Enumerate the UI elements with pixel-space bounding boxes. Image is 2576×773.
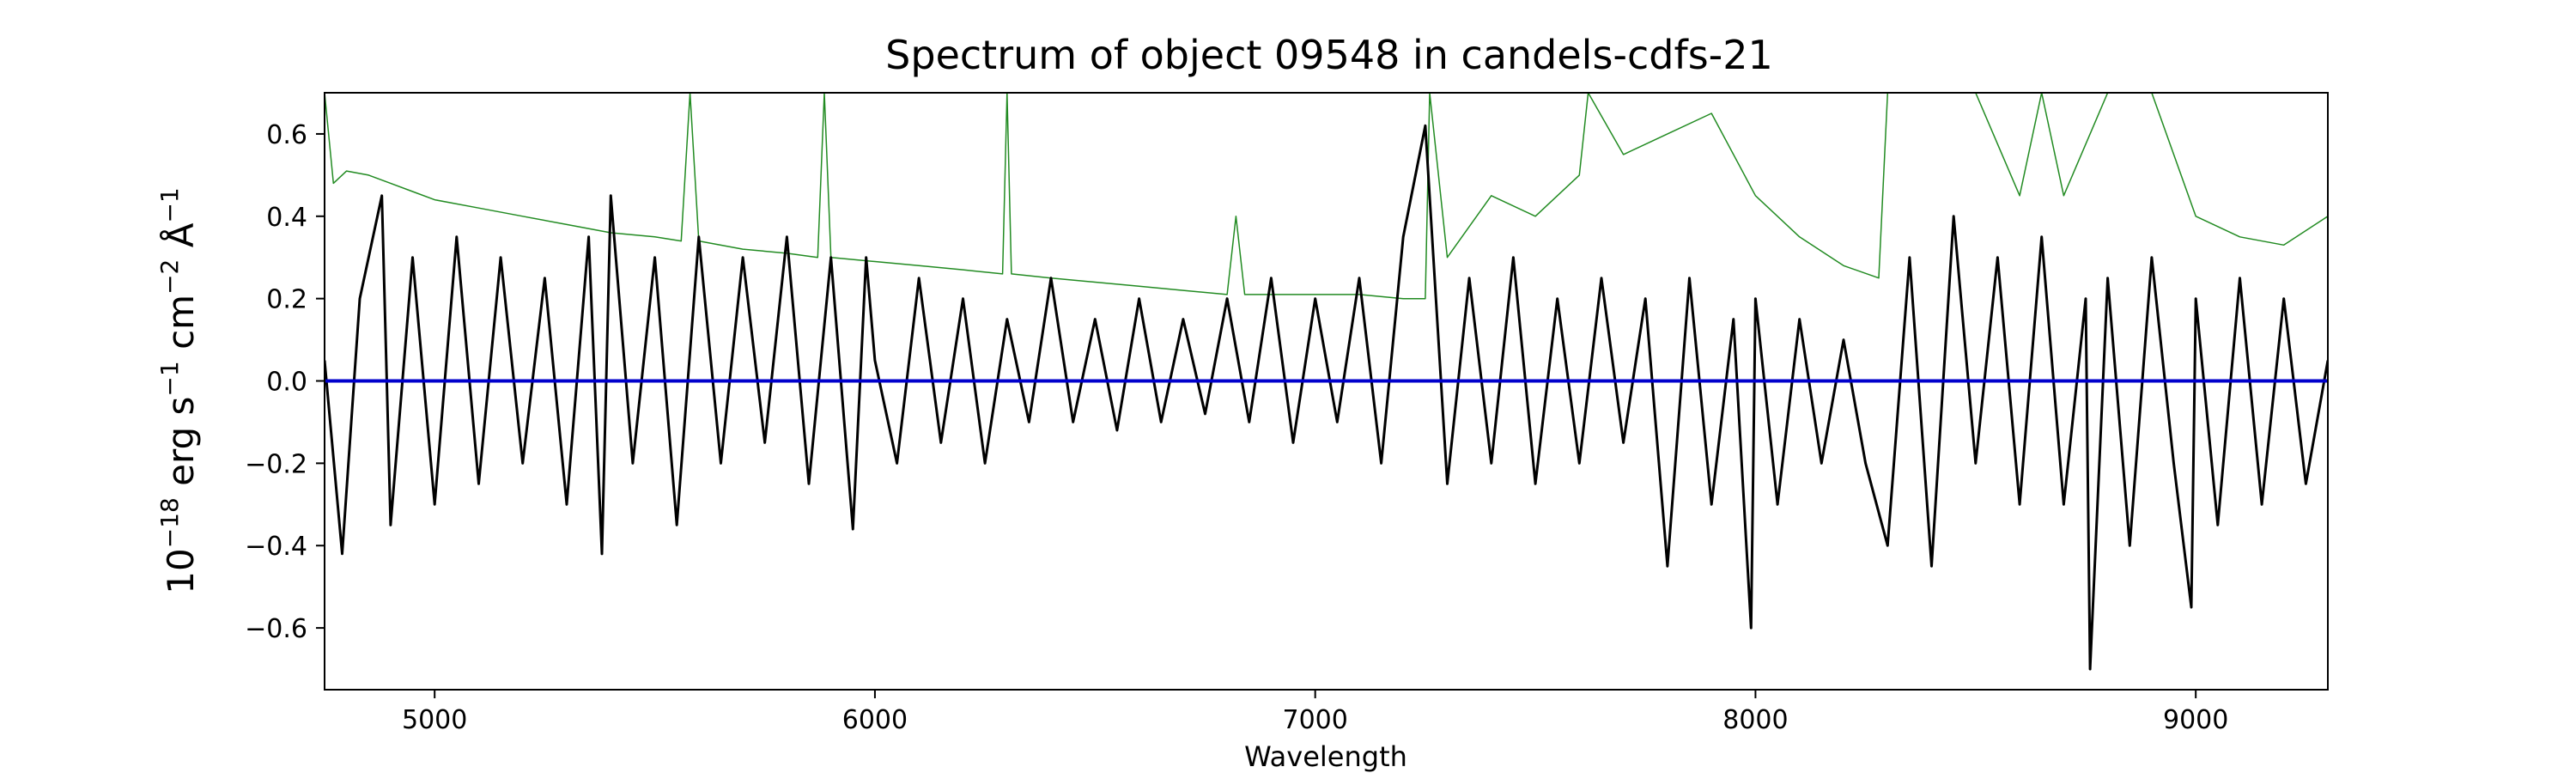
y-label-base: 10 [160, 548, 202, 593]
y-tick-label: 0.4 [266, 203, 307, 233]
x-tick-label: 6000 [842, 705, 908, 735]
y-label-rest3: Å [159, 222, 202, 259]
error-series-line [325, 93, 2328, 300]
x-tick-label: 5000 [402, 705, 467, 735]
x-axis: 5000 6000 7000 8000 9000 [402, 690, 2228, 735]
y-tick-label: −0.4 [245, 532, 307, 562]
y-label-exp4: −1 [155, 187, 184, 222]
y-label-exp: −18 [155, 497, 184, 548]
plot-frame [324, 92, 2329, 691]
y-axis-label: 10−18 erg s−1 cm−2 Å−1 [155, 187, 202, 593]
x-tick-label: 7000 [1283, 705, 1348, 735]
y-tick-label: 0.2 [266, 285, 307, 315]
y-label-rest: erg s [160, 397, 202, 498]
chart-title: Spectrum of object 09548 in candels-cdfs… [885, 32, 1773, 78]
y-tick-label: −0.6 [245, 614, 307, 644]
x-tick-label: 9000 [2163, 705, 2228, 735]
y-tick-label: 0.6 [266, 120, 307, 150]
y-tick-label: −0.2 [245, 449, 307, 479]
y-label-exp2: −1 [155, 361, 184, 396]
x-tick-label: 8000 [1722, 705, 1788, 735]
plot-area [324, 92, 2329, 691]
y-label-exp3: −2 [155, 259, 184, 295]
y-label-rest2: cm [160, 295, 202, 361]
y-tick-label: 0.0 [266, 368, 307, 398]
flux-series-line [325, 124, 2328, 671]
y-axis: −0.6 −0.4 −0.2 0.0 0.2 0.4 0.6 [245, 120, 325, 644]
x-axis-label: Wavelength [1244, 740, 1407, 773]
